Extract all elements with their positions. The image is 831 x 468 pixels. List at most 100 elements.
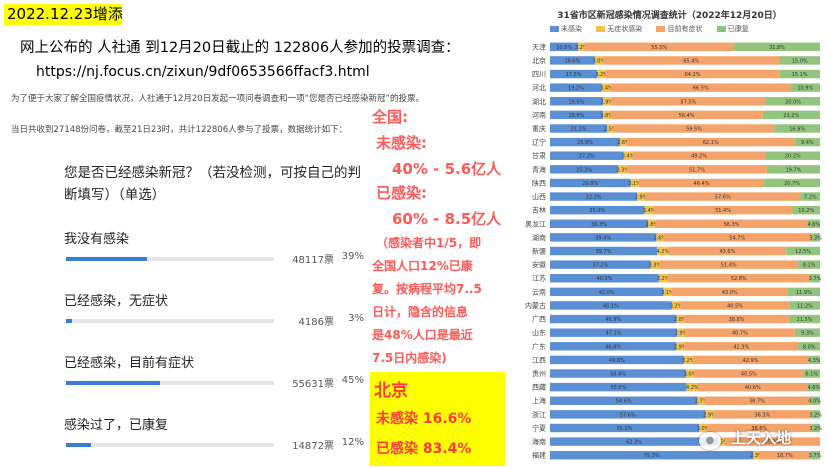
data-label: 2.9% [675, 331, 688, 337]
data-label: 11.5% [797, 317, 813, 323]
data-label: 2.8% [600, 113, 613, 119]
date-tag: 2022.12.23增添 [4, 4, 123, 25]
category-label: 陕西 [532, 178, 546, 187]
beijing-highlight: 北京 未感染 16.6% 已感染 83.4% [370, 372, 505, 466]
data-label: 18.7% [777, 453, 793, 459]
bar-segment [685, 328, 795, 337]
bar-segment [694, 369, 804, 378]
bar-segment [601, 83, 612, 92]
bar-segment [786, 246, 820, 256]
data-label: 19.6% [569, 113, 585, 119]
bar-segment [550, 355, 684, 365]
data-label: 46.9% [605, 317, 621, 323]
bar-segment [550, 410, 706, 419]
bar-segment [699, 423, 708, 433]
bar-segment [686, 382, 698, 392]
bar-segment [619, 137, 627, 147]
option-percent: 45% [341, 375, 364, 386]
legend-label: 目前有症状 [667, 25, 703, 33]
data-label: 3.0% [593, 58, 606, 64]
category-label: 辽宁 [532, 138, 546, 147]
option-count: 48117票 [292, 255, 334, 266]
option-bar-fill [66, 443, 91, 447]
bar-segment [680, 301, 790, 310]
bar-segment [724, 437, 820, 446]
data-label: 21.2% [783, 113, 799, 119]
category-label: 甘肃 [532, 151, 546, 160]
bar-segment [594, 56, 603, 65]
category-label: 山西 [532, 192, 546, 201]
bar-segment [578, 42, 585, 52]
data-label: 2.8% [674, 317, 687, 323]
bar-segment [645, 192, 801, 201]
data-label: 43.0% [722, 290, 738, 296]
data-label: 2.7% [695, 399, 708, 405]
source-url[interactable]: https://nj.focus.cn/zixun/9df0653566ffac… [36, 64, 370, 80]
bar-segment [798, 342, 820, 351]
data-label: 10.9% [797, 86, 813, 92]
bar-segment [550, 69, 598, 79]
legend-item: 未感染 [550, 25, 582, 33]
bar-segment [653, 205, 793, 215]
data-label: 49.2% [691, 154, 707, 160]
bar-segment [683, 355, 693, 365]
bar-segment [794, 328, 820, 337]
survey-option[interactable]: 已经感染，目前有症状 55631票 45% [64, 352, 364, 390]
data-label: 3.3% [809, 235, 822, 241]
bar-segment [550, 437, 719, 446]
survey-option[interactable]: 我没有感染 48117票 39% [64, 228, 364, 266]
bar-segment [718, 437, 725, 446]
beijing-uninfected: 未感染 16.6% [376, 411, 472, 427]
option-bar-track [66, 257, 274, 261]
data-label: 42.3% [733, 344, 749, 350]
category-label: 吉林 [532, 206, 546, 215]
data-label: 38.6% [751, 426, 767, 432]
category-label: 河北 [532, 84, 546, 92]
bar-segment [550, 246, 658, 256]
data-label: 36.3% [591, 222, 607, 228]
category-label: 重庆 [532, 124, 546, 133]
bar-segment [627, 165, 767, 174]
bar-segment [630, 178, 639, 188]
category-label: 海南 [532, 437, 546, 446]
legend-label: 无症状感染 [607, 25, 643, 33]
data-label: 20.0% [785, 99, 801, 105]
legend-swatch [656, 26, 666, 32]
bar-segment [550, 56, 595, 65]
data-label: 57.6% [620, 412, 636, 418]
bar-segment [618, 165, 628, 174]
bar-segment [656, 233, 664, 242]
category-label: 山东 [532, 328, 546, 337]
legend-swatch [596, 26, 606, 32]
bar-segment [550, 219, 649, 228]
bar-segment [704, 396, 810, 405]
bar-segment [550, 192, 638, 201]
data-label: 54.6% [616, 399, 632, 405]
data-label: 10.5% [556, 45, 572, 51]
data-label: 3.2% [670, 303, 683, 309]
option-label: 已经感染，目前有症状 [64, 356, 195, 371]
survey-option[interactable]: 已经感染，无症状 4186票 3% [64, 290, 364, 328]
data-label: 11.9% [796, 290, 812, 296]
data-label: 8.0% [803, 344, 816, 350]
bar-segment [550, 151, 624, 160]
data-label: 29.8% [582, 181, 598, 187]
bar-segment [766, 97, 820, 106]
category-label: 广西 [532, 315, 546, 324]
bar-segment [602, 56, 780, 65]
bar-segment [610, 97, 766, 106]
bar-segment [658, 274, 668, 283]
data-label: 4.2% [657, 249, 670, 255]
category-label: 北京 [532, 56, 546, 65]
data-label: 54.7% [729, 235, 745, 241]
category-label: 浙江 [532, 410, 546, 419]
data-label: 31.8% [769, 45, 785, 51]
survey-option[interactable]: 感染过了，已康复 14872票 12% [64, 414, 364, 452]
legend-label: 已康复 [727, 25, 749, 33]
option-bar-track [66, 381, 274, 385]
bar-segment [632, 151, 766, 160]
bar-segment [676, 342, 685, 351]
category-label: 天津 [532, 43, 546, 51]
bar-segment [810, 450, 820, 460]
option-label: 已经感染，无症状 [64, 294, 169, 309]
